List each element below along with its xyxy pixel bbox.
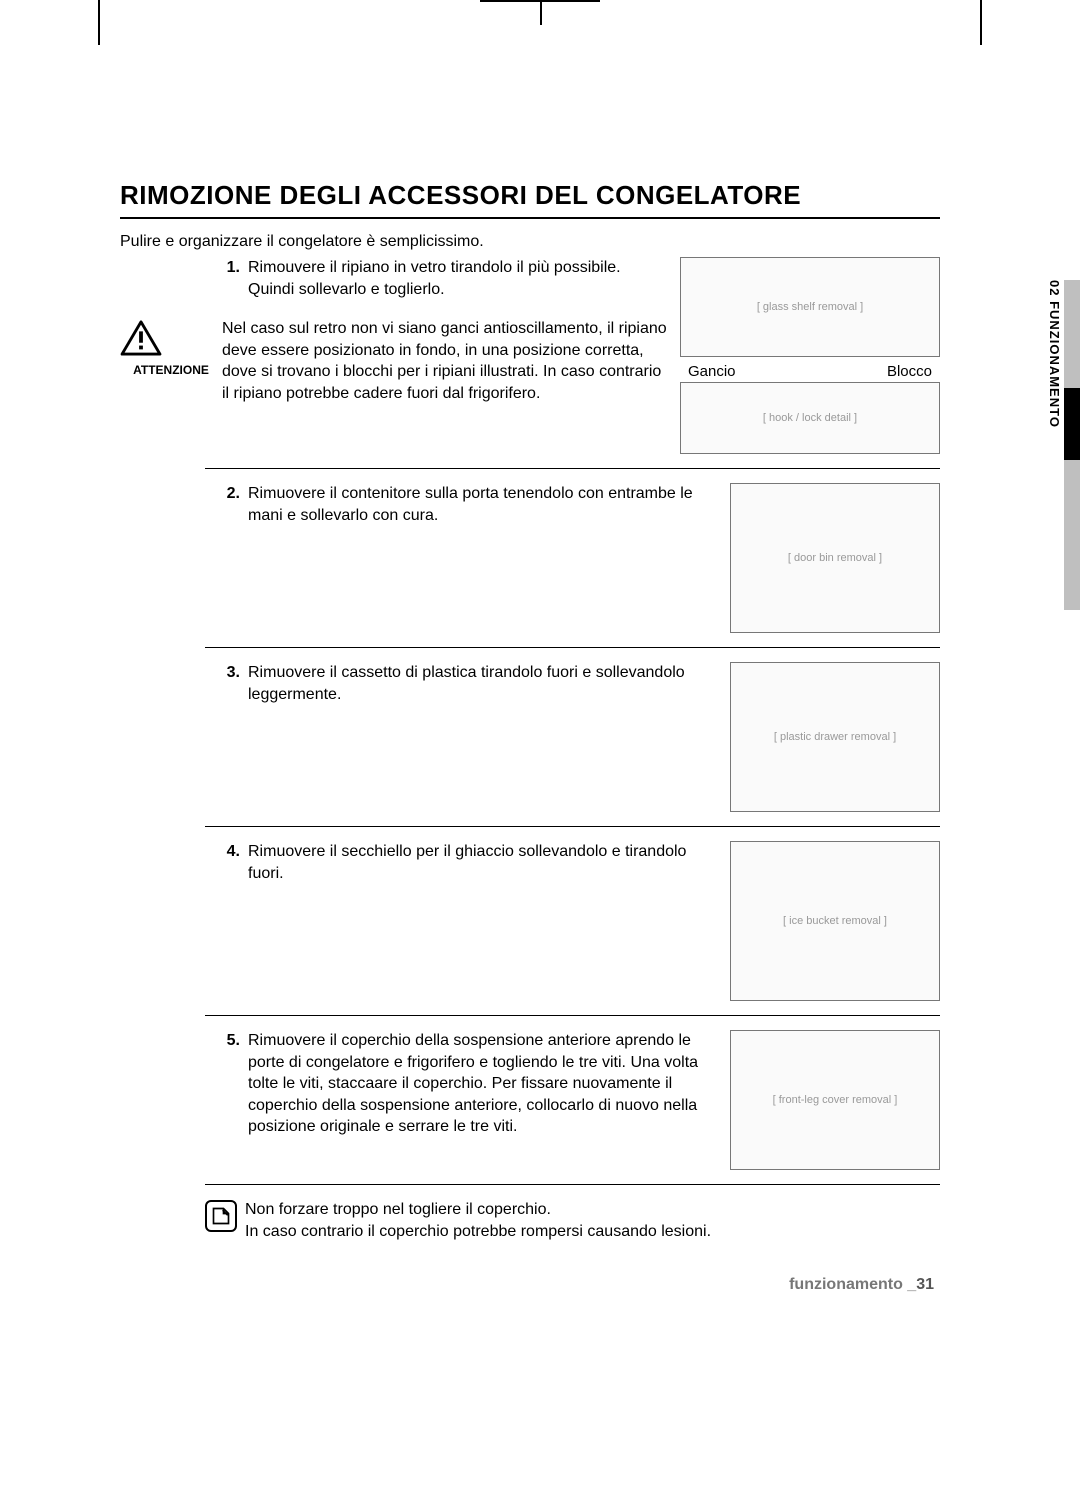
caution-label: ATTENZIONE	[120, 363, 222, 377]
step-4-row: 4. Rimuovere il secchiello per il ghiacc…	[120, 841, 940, 1001]
step-5-number: 5.	[222, 1030, 248, 1138]
step-2-text: Rimuovere il contenitore sulla porta ten…	[248, 483, 720, 526]
separator	[205, 647, 940, 648]
step-2-row: 2. Rimuovere il contenitore sulla porta …	[120, 483, 940, 633]
section-title: RIMOZIONE DEGLI ACCESSORI DEL CONGELATOR…	[120, 180, 940, 219]
page-content: RIMOZIONE DEGLI ACCESSORI DEL CONGELATOR…	[120, 180, 940, 1242]
note-icon	[205, 1200, 237, 1232]
note-line-1: Non forzare troppo nel togliere il coper…	[245, 1199, 711, 1221]
separator	[205, 468, 940, 469]
separator	[205, 1184, 940, 1185]
figure-shelf-removal: [ glass shelf removal ]	[680, 257, 940, 357]
side-tab-label: 02 FUNZIONAMENTO	[1047, 280, 1062, 428]
step-4-text: Rimuovere il secchiello per il ghiaccio …	[248, 841, 720, 884]
separator	[205, 826, 940, 827]
caution-text: Nel caso sul retro non vi siano ganci an…	[222, 318, 670, 404]
step-5: 5. Rimuovere il coperchio della sospensi…	[222, 1030, 720, 1138]
note-block: Non forzare troppo nel togliere il coper…	[205, 1199, 940, 1242]
step-3-row: 3. Rimuovere il cassetto di plastica tir…	[120, 662, 940, 812]
fig1-label-right: Blocco	[887, 363, 932, 380]
figure-door-bin-removal: [ door bin removal ]	[730, 483, 940, 633]
caution-block: ATTENZIONE Nel caso sul retro non vi sia…	[120, 318, 670, 404]
note-line-2: In caso contrario il coperchio potrebbe …	[245, 1221, 711, 1243]
step-1-text: Rimouvere il ripiano in vetro tirandolo …	[248, 257, 670, 300]
step-2-number: 2.	[222, 483, 248, 526]
step-5-text: Rimuovere il coperchio della sospensione…	[248, 1030, 720, 1138]
step-3-text: Rimuovere il cassetto di plastica tirand…	[248, 662, 720, 705]
step-4-number: 4.	[222, 841, 248, 884]
figure-front-cover-removal: [ front-leg cover removal ]	[730, 1030, 940, 1170]
fig1-label-left: Gancio	[688, 363, 736, 380]
step-1-number: 1.	[222, 257, 248, 300]
step-5-row: 5. Rimuovere il coperchio della sospensi…	[120, 1030, 940, 1170]
footer-label: funzionamento _	[789, 1276, 916, 1293]
figure-drawer-removal: [ plastic drawer removal ]	[730, 662, 940, 812]
intro-text: Pulire e organizzare il congelatore è se…	[120, 233, 940, 251]
step-3: 3. Rimuovere il cassetto di plastica tir…	[222, 662, 720, 705]
step-1: 1. Rimouvere il ripiano in vetro tirando…	[222, 257, 670, 300]
separator	[205, 1015, 940, 1016]
page-footer: funzionamento _31	[789, 1276, 934, 1294]
step-1-row: 1. Rimouvere il ripiano in vetro tirando…	[120, 257, 940, 454]
step-4: 4. Rimuovere il secchiello per il ghiacc…	[222, 841, 720, 884]
footer-page-number: 31	[916, 1276, 934, 1293]
warning-icon	[120, 320, 162, 356]
figure-ice-bucket-removal: [ ice bucket removal ]	[730, 841, 940, 1001]
step-2: 2. Rimuovere il contenitore sulla porta …	[222, 483, 720, 526]
figure-shelf-rail-detail: [ hook / lock detail ]	[680, 382, 940, 454]
step-3-number: 3.	[222, 662, 248, 705]
crop-marks-top	[0, 0, 1080, 50]
